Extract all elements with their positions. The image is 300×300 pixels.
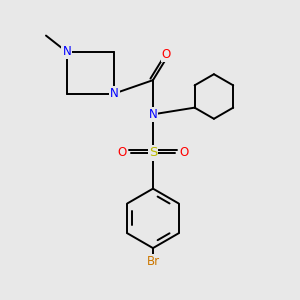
Text: N: N xyxy=(110,87,119,100)
Text: O: O xyxy=(179,146,188,160)
Text: N: N xyxy=(148,108,157,121)
Text: Br: Br xyxy=(146,255,160,268)
Text: N: N xyxy=(62,45,71,58)
Text: O: O xyxy=(118,146,127,160)
Text: S: S xyxy=(149,146,157,160)
Text: O: O xyxy=(162,48,171,62)
